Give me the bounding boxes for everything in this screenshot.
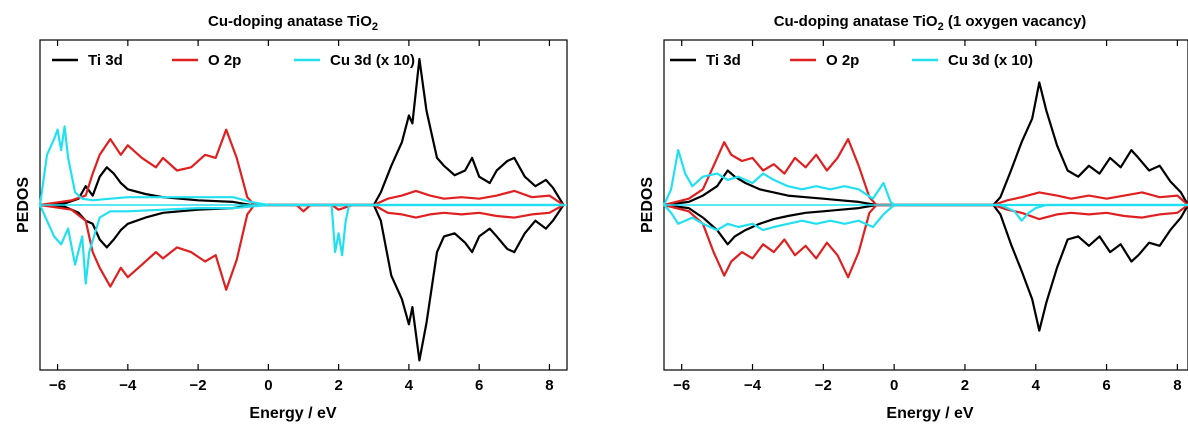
series-line-up: [663, 138, 1188, 207]
x-tick-label: −6: [49, 377, 66, 394]
legend-label: Ti 3d: [706, 52, 741, 69]
x-tick-label: 6: [1102, 377, 1110, 394]
series-line-up: [39, 57, 565, 207]
legend-label: O 2p: [826, 52, 859, 69]
chart-panel-left: Cu-doping anatase TiO2 Energy / eV PEDOS…: [15, 13, 568, 422]
x-tick-label: 4: [405, 377, 414, 394]
x-tick-label: −2: [815, 377, 832, 394]
chart-panel-right: Cu-doping anatase TiO2 (1 oxygen vacancy…: [639, 13, 1188, 422]
x-tick-label: −6: [673, 377, 690, 394]
series-line-down: [663, 203, 1188, 279]
x-tick-label: 2: [961, 377, 969, 394]
legend: Ti 3d O 2p Cu 3d (x 10): [670, 52, 1033, 69]
series-line-down: [663, 203, 1188, 332]
series-group: [662, 81, 1188, 332]
legend-label: O 2p: [208, 52, 241, 69]
x-tick-label: 4: [1032, 377, 1041, 394]
chart-title: Cu-doping anatase TiO2 (1 oxygen vacancy…: [774, 13, 1087, 33]
x-tick-label: 8: [1173, 377, 1181, 394]
series-line-up: [663, 81, 1188, 207]
y-axis-label: PEDOS: [15, 177, 32, 233]
x-tick-label: −4: [744, 377, 762, 394]
series-line-down: [38, 203, 564, 285]
legend: Ti 3d O 2p Cu 3d (x 10): [52, 52, 415, 69]
x-axis-label: Energy / eV: [249, 405, 336, 422]
series-line-down: [39, 203, 565, 362]
x-tick-label: −4: [119, 377, 137, 394]
x-tick-label: 0: [264, 377, 272, 394]
x-ticks: −6 −4 −2 0 2 4 6 8: [673, 40, 1182, 394]
series-line-up: [662, 149, 1188, 207]
y-axis-label: PEDOS: [639, 177, 656, 233]
x-axis-label: Energy / eV: [886, 405, 973, 422]
series-line-down: [39, 203, 565, 291]
series-line-up: [38, 125, 564, 207]
legend-label: Cu 3d (x 10): [330, 52, 415, 69]
x-tick-label: −2: [190, 377, 207, 394]
x-tick-label: 6: [475, 377, 483, 394]
x-ticks: −6 −4 −2 0 2 4 6 8: [49, 40, 554, 394]
legend-label: Ti 3d: [88, 52, 123, 69]
chart-title: Cu-doping anatase TiO2: [208, 13, 378, 33]
legend-label: Cu 3d (x 10): [948, 52, 1033, 69]
x-tick-label: 0: [890, 377, 898, 394]
series-line-down: [663, 203, 1188, 232]
x-tick-label: 2: [334, 377, 342, 394]
x-tick-label: 8: [545, 377, 553, 394]
series-group: [38, 57, 567, 362]
